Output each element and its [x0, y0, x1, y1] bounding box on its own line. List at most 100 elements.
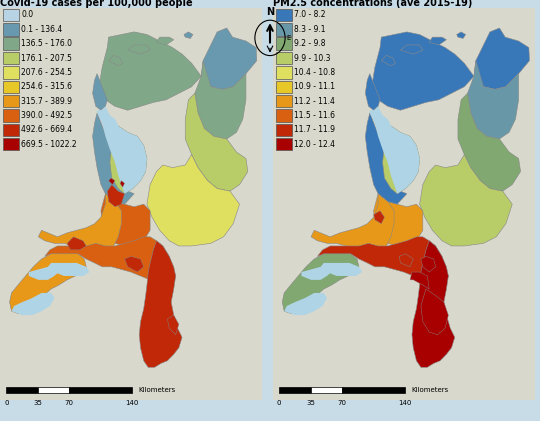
Text: 669.5 - 1022.2: 669.5 - 1022.2 — [21, 140, 77, 149]
Polygon shape — [366, 113, 407, 204]
Polygon shape — [201, 28, 257, 89]
Bar — [276, 124, 292, 136]
Polygon shape — [372, 32, 474, 110]
Polygon shape — [185, 93, 248, 191]
Text: N: N — [266, 7, 274, 17]
Polygon shape — [458, 93, 521, 191]
Polygon shape — [311, 194, 394, 256]
Polygon shape — [10, 250, 86, 314]
Polygon shape — [381, 56, 395, 66]
Bar — [3, 52, 19, 64]
Text: 390.0 - 492.5: 390.0 - 492.5 — [21, 111, 72, 120]
Text: 136.5 - 176.0: 136.5 - 176.0 — [21, 39, 72, 48]
Polygon shape — [167, 315, 179, 335]
Text: 8.3 - 9.1: 8.3 - 9.1 — [294, 25, 325, 34]
Text: 11.7 - 11.9: 11.7 - 11.9 — [294, 125, 335, 134]
Text: 35: 35 — [306, 400, 315, 406]
Text: Kilometers: Kilometers — [139, 387, 176, 393]
Text: PM2.5 concentrations (ave 2015-19): PM2.5 concentrations (ave 2015-19) — [273, 0, 472, 8]
Text: 10.4 - 10.8: 10.4 - 10.8 — [294, 68, 335, 77]
Bar — [3, 109, 19, 122]
Text: 35: 35 — [33, 400, 42, 406]
Text: 70: 70 — [65, 400, 74, 406]
Text: 315.7 - 389.9: 315.7 - 389.9 — [21, 96, 72, 106]
Polygon shape — [110, 126, 147, 194]
Polygon shape — [128, 45, 150, 54]
Text: 254.6 - 315.6: 254.6 - 315.6 — [21, 82, 72, 91]
Bar — [276, 66, 292, 79]
Bar — [310, 387, 342, 394]
Polygon shape — [412, 241, 455, 368]
Polygon shape — [139, 241, 182, 368]
Polygon shape — [48, 263, 90, 276]
Polygon shape — [382, 126, 420, 194]
Bar — [276, 109, 292, 122]
Polygon shape — [99, 32, 201, 110]
Text: 0: 0 — [4, 400, 9, 406]
Text: 7.0 - 8.2: 7.0 - 8.2 — [294, 11, 325, 19]
Bar — [3, 37, 19, 50]
Polygon shape — [374, 211, 384, 224]
Bar — [3, 66, 19, 79]
Bar — [6, 387, 38, 394]
Polygon shape — [366, 74, 380, 110]
Polygon shape — [93, 113, 134, 204]
Polygon shape — [374, 194, 423, 246]
Polygon shape — [67, 237, 86, 250]
Polygon shape — [184, 32, 193, 38]
Polygon shape — [420, 155, 512, 246]
Bar — [69, 387, 132, 394]
Polygon shape — [11, 293, 55, 315]
Bar — [276, 80, 292, 93]
Polygon shape — [301, 267, 332, 280]
Text: 12.0 - 12.4: 12.0 - 12.4 — [294, 140, 335, 149]
Text: Covid-19 cases per 100,000 people: Covid-19 cases per 100,000 people — [0, 0, 193, 8]
Bar — [279, 387, 310, 394]
Bar — [276, 95, 292, 107]
Bar — [3, 95, 19, 107]
Polygon shape — [401, 45, 423, 54]
Polygon shape — [93, 74, 107, 110]
Polygon shape — [109, 178, 115, 185]
Polygon shape — [318, 237, 448, 289]
Polygon shape — [282, 250, 359, 314]
Polygon shape — [120, 181, 125, 187]
Polygon shape — [370, 110, 391, 133]
Bar — [276, 9, 292, 21]
Text: 0: 0 — [277, 400, 281, 406]
Polygon shape — [38, 194, 122, 256]
Bar — [3, 80, 19, 93]
Polygon shape — [468, 61, 518, 139]
Bar — [276, 23, 292, 35]
Text: 140: 140 — [399, 400, 411, 406]
Text: Kilometers: Kilometers — [411, 387, 449, 393]
Bar — [276, 138, 292, 150]
Polygon shape — [97, 110, 118, 133]
Bar — [3, 9, 19, 21]
Bar — [3, 124, 19, 136]
Text: E: E — [286, 35, 291, 41]
Polygon shape — [157, 37, 174, 45]
Polygon shape — [321, 263, 362, 276]
Polygon shape — [45, 237, 176, 289]
Polygon shape — [474, 28, 530, 89]
Polygon shape — [147, 155, 240, 246]
Polygon shape — [29, 267, 59, 280]
Polygon shape — [101, 194, 150, 246]
Polygon shape — [195, 61, 246, 139]
Text: 0.1 - 136.4: 0.1 - 136.4 — [21, 25, 62, 34]
Polygon shape — [99, 106, 147, 194]
Polygon shape — [421, 256, 436, 272]
Text: 10.9 - 11.1: 10.9 - 11.1 — [294, 82, 335, 91]
Text: 0.0: 0.0 — [21, 11, 33, 19]
Bar — [276, 37, 292, 50]
Polygon shape — [107, 185, 125, 207]
Bar — [276, 52, 292, 64]
Polygon shape — [273, 8, 535, 400]
Text: 70: 70 — [338, 400, 347, 406]
Text: 176.1 - 207.5: 176.1 - 207.5 — [21, 53, 72, 62]
Polygon shape — [421, 289, 448, 335]
Polygon shape — [109, 56, 123, 66]
Polygon shape — [284, 293, 327, 315]
Text: 9.2 - 9.8: 9.2 - 9.8 — [294, 39, 325, 48]
